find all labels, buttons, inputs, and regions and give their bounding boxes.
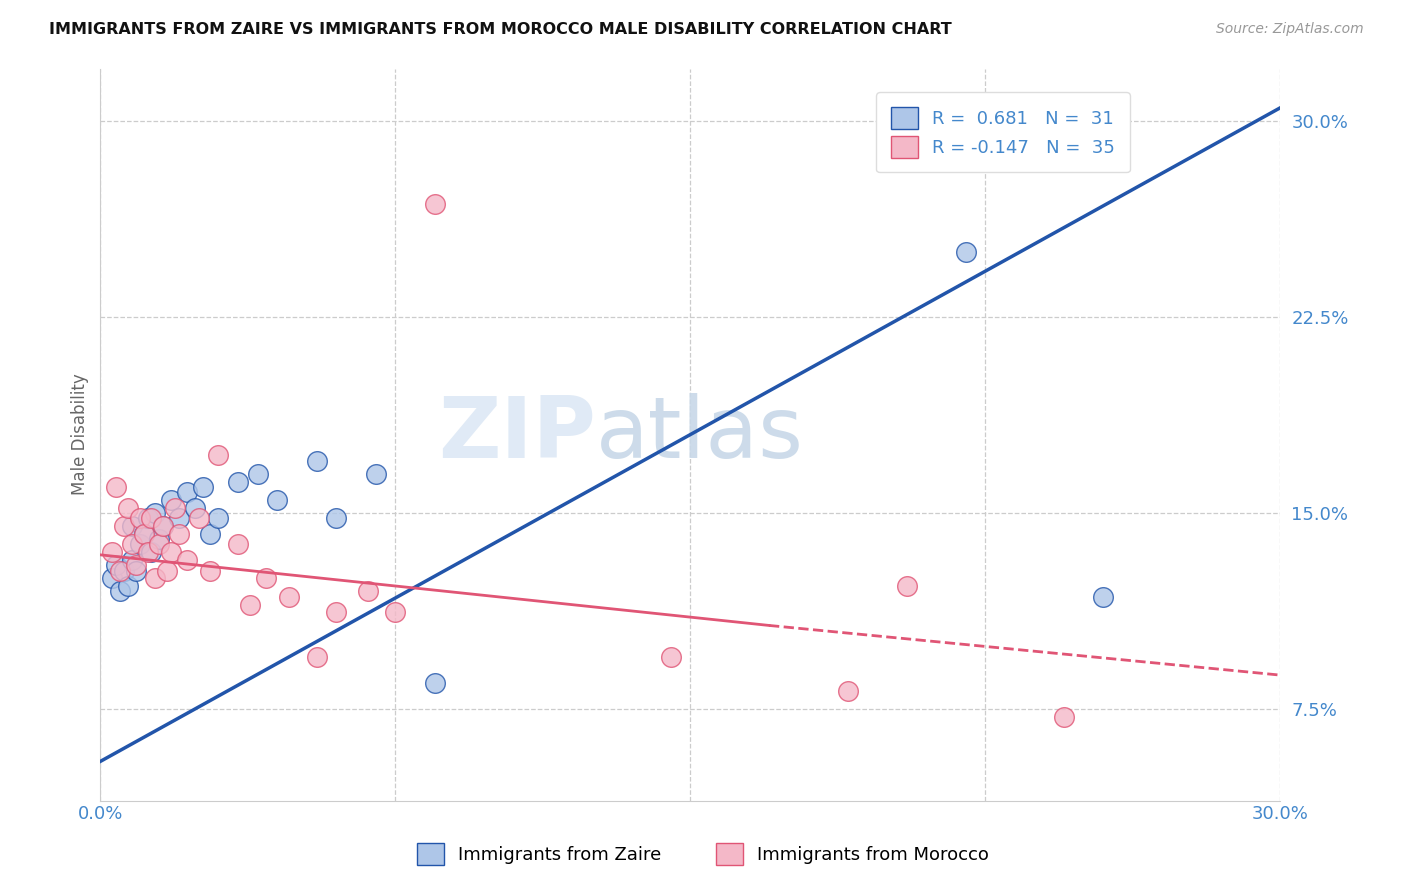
Point: [132, 527, 155, 541]
Point: [239, 598, 262, 612]
Point: [101, 571, 124, 585]
Text: atlas: atlas: [596, 393, 804, 476]
Point: [105, 480, 128, 494]
Y-axis label: Male Disability: Male Disability: [72, 374, 89, 495]
Point: [121, 553, 143, 567]
Point: [167, 527, 190, 541]
Point: [136, 511, 159, 525]
Point: [125, 558, 148, 573]
Point: [112, 519, 135, 533]
Point: [167, 511, 190, 525]
Point: [1092, 590, 1115, 604]
Point: [128, 537, 150, 551]
Point: [121, 537, 143, 551]
Point: [384, 606, 406, 620]
Point: [357, 584, 380, 599]
Point: [187, 511, 209, 525]
Point: [423, 197, 446, 211]
Point: [325, 511, 347, 525]
Point: [305, 649, 328, 664]
Point: [108, 564, 131, 578]
Point: [112, 564, 135, 578]
Point: [148, 537, 170, 551]
Point: [101, 545, 124, 559]
Point: [226, 537, 249, 551]
Legend: Immigrants from Zaire, Immigrants from Morocco: Immigrants from Zaire, Immigrants from M…: [408, 834, 998, 874]
Point: [184, 500, 207, 515]
Point: [117, 500, 139, 515]
Point: [141, 511, 163, 525]
Point: [105, 558, 128, 573]
Point: [659, 649, 682, 664]
Point: [165, 500, 187, 515]
Point: [145, 571, 167, 585]
Point: [278, 590, 301, 604]
Point: [837, 683, 859, 698]
Point: [176, 553, 198, 567]
Point: [191, 480, 214, 494]
Point: [325, 606, 347, 620]
Point: [152, 519, 174, 533]
Point: [226, 475, 249, 489]
Point: [207, 511, 229, 525]
Point: [156, 564, 179, 578]
Text: ZIP: ZIP: [439, 393, 596, 476]
Text: IMMIGRANTS FROM ZAIRE VS IMMIGRANTS FROM MOROCCO MALE DISABILITY CORRELATION CHA: IMMIGRANTS FROM ZAIRE VS IMMIGRANTS FROM…: [49, 22, 952, 37]
Point: [136, 545, 159, 559]
Point: [108, 584, 131, 599]
Point: [160, 492, 183, 507]
Point: [200, 564, 222, 578]
Point: [955, 244, 977, 259]
Point: [148, 532, 170, 546]
Point: [266, 492, 288, 507]
Point: [1053, 710, 1076, 724]
Point: [117, 579, 139, 593]
Point: [305, 453, 328, 467]
Point: [128, 511, 150, 525]
Point: [176, 485, 198, 500]
Point: [160, 545, 183, 559]
Point: [246, 467, 269, 481]
Legend: R =  0.681   N =  31, R = -0.147   N =  35: R = 0.681 N = 31, R = -0.147 N = 35: [876, 92, 1129, 172]
Point: [145, 506, 167, 520]
Point: [152, 519, 174, 533]
Point: [364, 467, 387, 481]
Point: [207, 449, 229, 463]
Point: [141, 545, 163, 559]
Point: [125, 564, 148, 578]
Point: [254, 571, 277, 585]
Point: [423, 676, 446, 690]
Point: [200, 527, 222, 541]
Text: Source: ZipAtlas.com: Source: ZipAtlas.com: [1216, 22, 1364, 37]
Point: [132, 527, 155, 541]
Point: [896, 579, 918, 593]
Point: [121, 519, 143, 533]
